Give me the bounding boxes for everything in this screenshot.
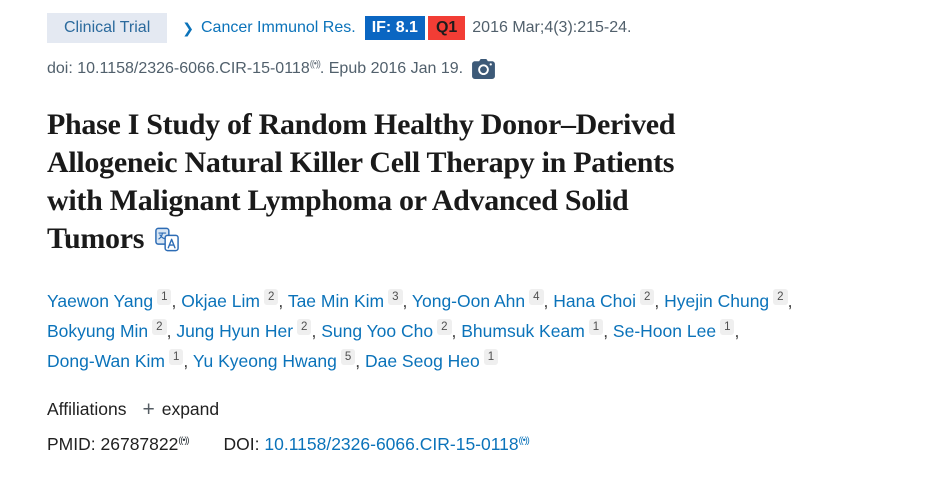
author-link[interactable]: Yu Kyeong Hwang <box>192 351 337 371</box>
affiliation-superscript[interactable]: 3 <box>388 289 403 305</box>
author-link[interactable]: Sung Yoo Cho <box>321 321 434 341</box>
author-separator: , <box>355 351 365 371</box>
affiliation-superscript[interactable]: 2 <box>639 289 655 305</box>
author-line: Dong-Wan Kim 1, Yu Kyeong Hwang 5, Dae Seo… <box>47 346 900 376</box>
doi-link[interactable]: 10.1158/2326-6066.CIR-15-0118 <box>264 434 519 454</box>
translate-icon[interactable] <box>155 227 179 252</box>
affiliation-superscript[interactable]: 1 <box>483 349 499 365</box>
author-link[interactable]: Dae Seog Heo <box>364 351 480 371</box>
author-separator: , <box>654 291 665 311</box>
expand-label: expand <box>161 399 220 419</box>
author-separator: , <box>171 291 182 311</box>
camera-icon[interactable] <box>472 59 496 79</box>
author-link[interactable]: Yaewon Yang <box>47 291 154 311</box>
author-separator: , <box>543 291 554 311</box>
author-link[interactable]: Jung Hyun Her <box>176 321 294 341</box>
pmid-value: 26787822 <box>100 434 179 454</box>
doi-label: DOI: <box>223 434 260 454</box>
affiliation-superscript[interactable]: 5 <box>340 349 356 365</box>
affiliation-superscript[interactable]: 2 <box>297 319 312 335</box>
pubmed-article-page: Clinical Trial ❯ Cancer Immunol Res. IF:… <box>47 13 900 455</box>
author-separator: , <box>278 291 288 311</box>
citation-text: 2016 Mar;4(3):215-24. <box>472 19 632 36</box>
author-separator: , <box>787 291 793 311</box>
author-separator: , <box>603 321 613 341</box>
quartile-badge[interactable]: Q1 <box>427 16 466 40</box>
author-link[interactable]: Bokyung Min <box>47 321 149 341</box>
affiliation-superscript[interactable]: 1 <box>588 319 604 335</box>
reference-marker-icon[interactable]: ((•)) <box>178 435 189 446</box>
title-line: with Malignant Lymphoma or Advanced Soli… <box>47 184 629 217</box>
doi-line: doi: 10.1158/2326-6066.CIR-15-0118((•)).… <box>47 59 900 79</box>
title-line: Tumors <box>47 220 900 258</box>
publication-type-badge: Clinical Trial <box>47 13 168 43</box>
pmid-label: PMID: <box>47 434 96 454</box>
author-line: Bokyung Min 2, Jung Hyun Her 2, Sung Yoo C… <box>47 316 900 346</box>
reference-marker-icon[interactable]: ((•)) <box>518 435 530 446</box>
affiliation-superscript[interactable]: 1 <box>169 349 184 365</box>
doi-text: doi: 10.1158/2326-6066.CIR-15-0118((•)).… <box>47 58 464 77</box>
author-link[interactable]: Hyejin Chung <box>664 291 770 311</box>
author-list: Yaewon Yang 1, Okjae Lim 2, Tae Min Kim 3, … <box>47 286 900 376</box>
plus-icon: + <box>142 397 155 421</box>
article-title: Phase I Study of Random Healthy Donor–De… <box>47 106 900 258</box>
affiliation-superscript[interactable]: 2 <box>437 319 452 335</box>
affiliations-label: Affiliations <box>47 399 127 419</box>
doi-group: DOI: 10.1158/2326-6066.CIR-15-0118((•)) <box>223 434 530 455</box>
author-link[interactable]: Tae Min Kim <box>287 291 385 311</box>
author-link[interactable]: Hana Choi <box>553 291 636 311</box>
impact-factor-badge[interactable]: IF: 8.1 <box>364 16 425 40</box>
author-link[interactable]: Se-Hoon Lee <box>612 321 717 341</box>
reference-marker-icon[interactable]: ((•)) <box>309 58 321 69</box>
author-separator: , <box>451 321 462 341</box>
affiliation-superscript[interactable]: 2 <box>263 289 279 305</box>
author-separator: , <box>183 351 193 371</box>
author-line: Yaewon Yang 1, Okjae Lim 2, Tae Min Kim 3, … <box>47 286 900 316</box>
expand-affiliations-button[interactable]: + expand <box>142 399 219 420</box>
citation-header: Clinical Trial ❯ Cancer Immunol Res. IF:… <box>47 13 900 43</box>
author-separator: , <box>311 321 322 341</box>
author-link[interactable]: Dong-Wan Kim <box>47 351 165 371</box>
affiliation-superscript[interactable]: 1 <box>157 289 172 305</box>
author-separator: , <box>734 321 740 341</box>
pmid-group: PMID: 26787822((•)) <box>47 434 190 455</box>
identifiers-row: PMID: 26787822((•)) DOI: 10.1158/2326-60… <box>47 434 900 455</box>
affiliations-row: Affiliations + expand <box>47 399 900 420</box>
title-line: Phase I Study of Random Healthy Donor–De… <box>47 108 676 141</box>
affiliation-superscript[interactable]: 1 <box>720 319 735 335</box>
title-line: Allogeneic Natural Killer Cell Therapy i… <box>47 146 675 179</box>
chevron-right-icon: ❯ <box>182 19 194 36</box>
affiliation-superscript[interactable]: 2 <box>152 319 167 335</box>
author-link[interactable]: Bhumsuk Keam <box>461 321 585 341</box>
affiliation-superscript[interactable]: 4 <box>529 289 544 305</box>
author-separator: , <box>166 321 177 341</box>
affiliation-superscript[interactable]: 2 <box>773 289 788 305</box>
journal-link[interactable]: Cancer Immunol Res. <box>200 19 356 36</box>
author-separator: , <box>402 291 412 311</box>
author-link[interactable]: Yong-Oon Ahn <box>411 291 526 311</box>
author-link[interactable]: Okjae Lim <box>181 291 260 311</box>
